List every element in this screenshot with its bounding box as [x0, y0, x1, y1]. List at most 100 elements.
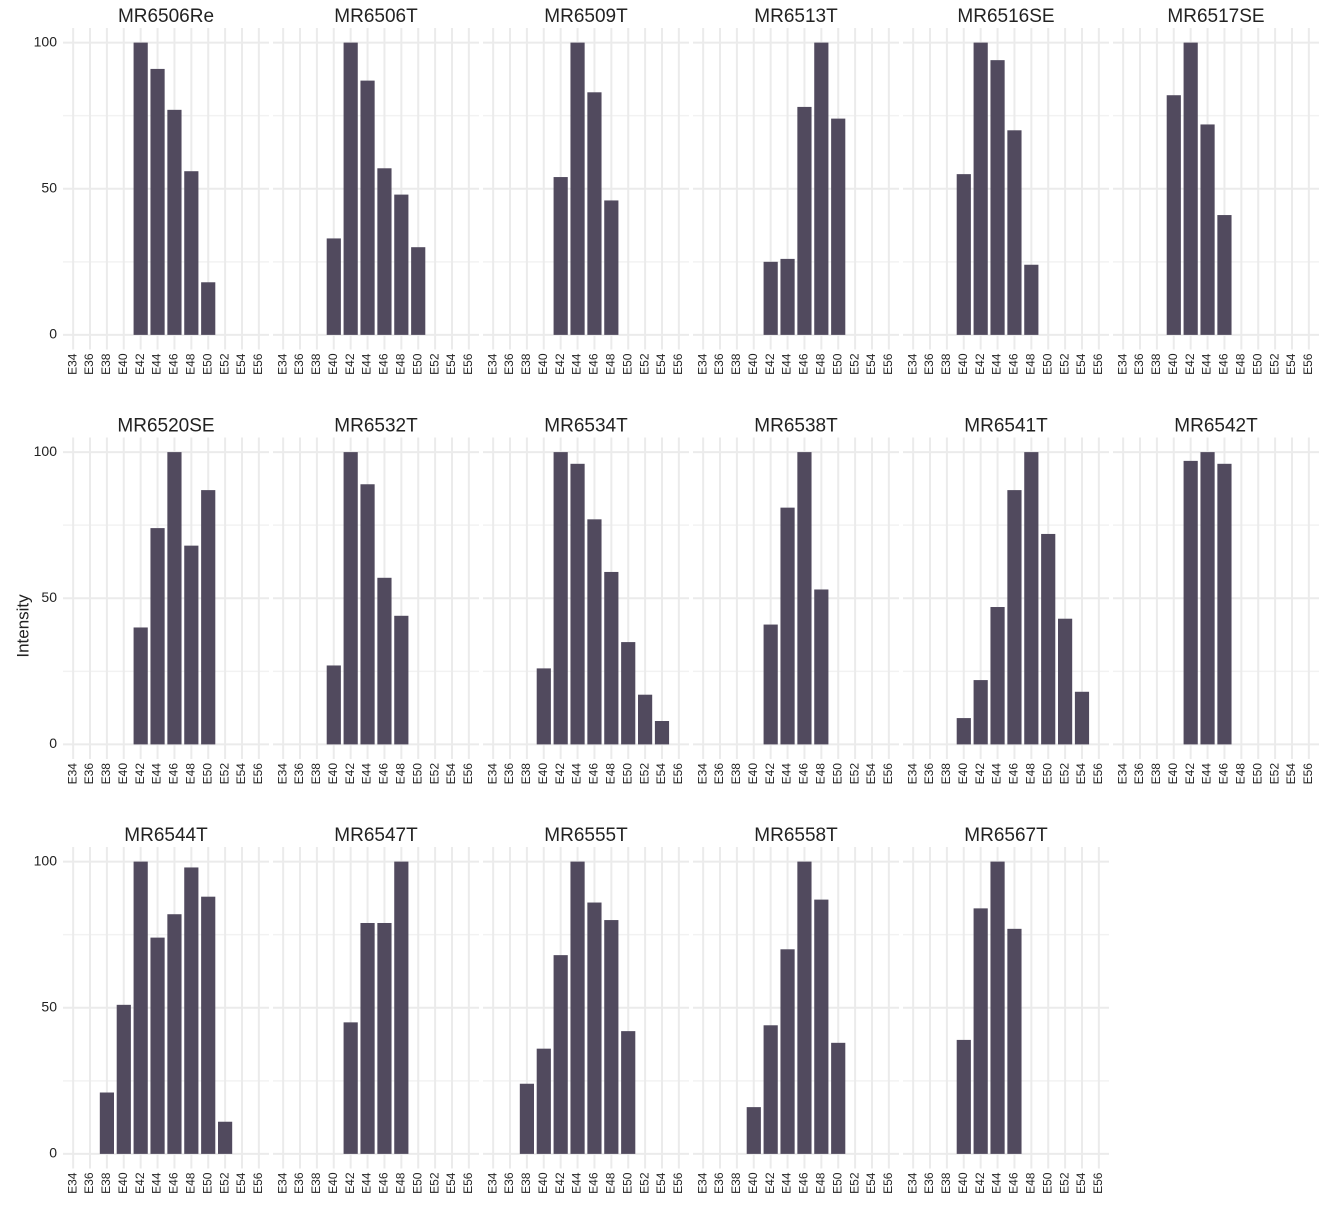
x-tick-label: E38 [309, 353, 323, 375]
x-tick-label: E54 [234, 763, 248, 785]
bar [956, 1039, 971, 1154]
bar [973, 680, 988, 745]
y-tick-label: 50 [41, 179, 57, 195]
bar [167, 914, 182, 1154]
x-tick-label: E48 [813, 763, 827, 785]
bar [553, 955, 568, 1154]
bar [133, 627, 148, 745]
x-tick-label: E40 [326, 1172, 340, 1194]
x-tick-label: E46 [797, 353, 811, 375]
bar [746, 1107, 761, 1154]
x-tick-label: E50 [410, 353, 424, 375]
x-tick-label: E48 [1233, 763, 1247, 785]
panel-title: MR6544T [124, 825, 208, 846]
bar [1007, 130, 1022, 335]
y-tick-label: 50 [41, 998, 57, 1014]
bar [411, 247, 426, 335]
x-tick-label: E48 [183, 353, 197, 375]
panel-title: MR6538T [754, 416, 838, 437]
x-tick-label: E48 [1233, 353, 1247, 375]
x-tick-label: E56 [881, 763, 895, 785]
panel-title: MR6567T [964, 825, 1048, 846]
x-tick-label: E46 [167, 1172, 181, 1194]
x-tick-label: E52 [427, 1172, 441, 1194]
x-tick-label: E36 [922, 763, 936, 785]
x-tick-label: E56 [1091, 353, 1105, 375]
x-tick-label: E54 [864, 1172, 878, 1194]
panel-title: MR6542T [1174, 416, 1258, 437]
bar [973, 42, 988, 335]
bar [604, 571, 619, 745]
bar [604, 920, 619, 1154]
x-tick-label: E44 [990, 763, 1004, 785]
x-tick-label: E36 [1132, 763, 1146, 785]
x-tick-label: E46 [1007, 1172, 1021, 1194]
x-tick-label: E54 [444, 1172, 458, 1194]
x-tick-label: E52 [1057, 353, 1071, 375]
x-tick-label: E34 [905, 763, 919, 785]
x-tick-label: E42 [343, 353, 357, 375]
panel-title: MR6520SE [117, 416, 214, 437]
x-tick-label: E50 [1040, 1172, 1054, 1194]
x-tick-label: E48 [813, 1172, 827, 1194]
x-tick-label: E40 [116, 763, 130, 785]
bar [201, 896, 216, 1154]
bar [797, 861, 812, 1154]
x-tick-label: E46 [377, 353, 391, 375]
x-tick-label: E44 [990, 1172, 1004, 1194]
x-tick-label: E36 [292, 353, 306, 375]
x-tick-label: E56 [671, 763, 685, 785]
panel-title: MR6516SE [957, 6, 1054, 27]
bar [763, 261, 778, 335]
x-tick-label: E40 [746, 1172, 760, 1194]
x-tick-label: E48 [813, 353, 827, 375]
bar [763, 1025, 778, 1154]
x-tick-label: E38 [939, 353, 953, 375]
panel-title: MR6541T [964, 416, 1048, 437]
bar [587, 902, 602, 1154]
bar [184, 545, 199, 745]
x-tick-label: E36 [82, 763, 96, 785]
x-tick-label: E34 [65, 1172, 79, 1194]
x-tick-label: E44 [360, 353, 374, 375]
x-tick-label: E48 [603, 353, 617, 375]
bar [377, 922, 392, 1154]
x-tick-label: E42 [1183, 763, 1197, 785]
bar [587, 92, 602, 335]
bar [150, 937, 165, 1154]
x-tick-label: E34 [695, 353, 709, 375]
x-tick-label: E40 [956, 353, 970, 375]
x-tick-label: E54 [444, 353, 458, 375]
bar [990, 607, 1005, 745]
x-tick-label: E54 [444, 763, 458, 785]
x-tick-label: E50 [410, 1172, 424, 1194]
x-tick-label: E56 [1091, 763, 1105, 785]
x-tick-label: E54 [654, 763, 668, 785]
x-tick-label: E38 [519, 763, 533, 785]
bar [377, 168, 392, 335]
x-tick-label: E46 [377, 763, 391, 785]
x-tick-label: E56 [461, 353, 475, 375]
x-tick-label: E50 [1250, 763, 1264, 785]
x-tick-label: E38 [309, 1172, 323, 1194]
x-tick-label: E42 [1183, 353, 1197, 375]
bar [990, 861, 1005, 1154]
x-tick-label: E46 [167, 763, 181, 785]
x-tick-label: E52 [1057, 1172, 1071, 1194]
panel-title: MR6534T [544, 416, 628, 437]
bar [814, 899, 829, 1154]
bar [604, 200, 619, 335]
x-tick-label: E52 [1267, 353, 1281, 375]
x-tick-label: E48 [183, 763, 197, 785]
bar [394, 194, 409, 335]
x-tick-label: E34 [905, 1172, 919, 1194]
x-tick-label: E44 [150, 353, 164, 375]
panel-title: MR6506T [334, 6, 418, 27]
bar [1200, 124, 1215, 335]
x-tick-label: E42 [973, 763, 987, 785]
x-tick-label: E40 [1166, 763, 1180, 785]
x-tick-label: E40 [326, 763, 340, 785]
x-tick-label: E48 [393, 353, 407, 375]
x-tick-label: E54 [234, 353, 248, 375]
x-tick-label: E44 [1200, 763, 1214, 785]
